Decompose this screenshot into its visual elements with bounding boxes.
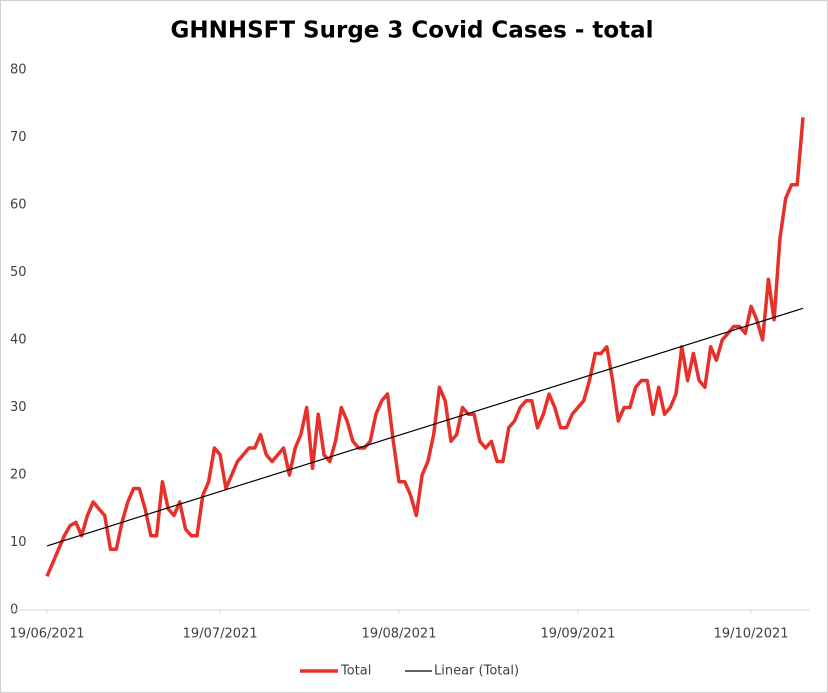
data-line bbox=[45, 117, 805, 577]
y-tick-label: 30 bbox=[10, 400, 27, 415]
legend-label: Linear (Total) bbox=[434, 664, 519, 679]
legend-label: Total bbox=[340, 664, 371, 679]
y-tick-label: 60 bbox=[10, 198, 27, 213]
y-tick-label: 20 bbox=[10, 468, 27, 483]
chart-title: GHNHSFT Surge 3 Covid Cases - total bbox=[170, 18, 653, 44]
y-tick-label: 40 bbox=[10, 333, 27, 348]
y-tick-label: 50 bbox=[10, 265, 27, 280]
y-tick-label: 80 bbox=[10, 63, 27, 78]
x-tick-label: 19/06/2021 bbox=[10, 627, 85, 642]
x-tick-label: 19/07/2021 bbox=[183, 627, 258, 642]
trend-line bbox=[46, 307, 804, 547]
x-tick-label: 19/10/2021 bbox=[714, 627, 789, 642]
y-tick-label: 10 bbox=[10, 535, 27, 550]
y-tick-label: 70 bbox=[10, 130, 27, 145]
x-tick-label: 19/09/2021 bbox=[540, 627, 615, 642]
x-tick-label: 19/08/2021 bbox=[362, 627, 437, 642]
